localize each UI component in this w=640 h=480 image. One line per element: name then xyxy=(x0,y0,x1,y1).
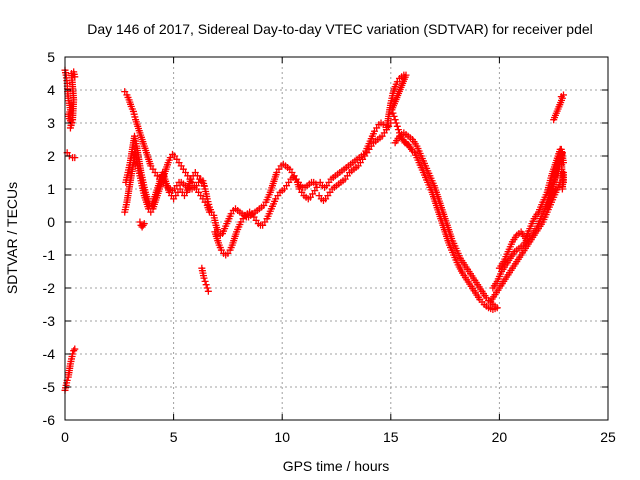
axis-ticks: 0 5 10 15 20 25 -6 -5 -4 -3 -2 -1 0 1 2 3 4 5 xyxy=(43,49,616,445)
data-point xyxy=(313,183,321,191)
data-point xyxy=(139,221,147,229)
y-tick-label: -4 xyxy=(43,346,56,362)
data-point xyxy=(394,126,402,134)
data-point xyxy=(71,345,79,353)
x-tick-label: 10 xyxy=(274,429,290,445)
data-point xyxy=(204,287,212,295)
y-tick-label: 2 xyxy=(47,148,55,164)
y-axis-label: SDTVAR / TECUs xyxy=(4,182,20,294)
data-point xyxy=(136,218,144,226)
data-point xyxy=(391,116,399,124)
y-tick-label: -5 xyxy=(43,379,56,395)
data-point xyxy=(200,182,208,190)
data-point xyxy=(312,180,320,188)
grid-lines xyxy=(65,57,608,420)
data-point xyxy=(70,347,78,355)
y-tick-label: 1 xyxy=(47,181,55,197)
data-point xyxy=(201,277,209,285)
y-tick-label: -2 xyxy=(43,280,56,296)
data-point xyxy=(392,119,400,127)
data-point xyxy=(200,274,208,282)
y-tick-label: -3 xyxy=(43,313,56,329)
data-point xyxy=(559,91,567,99)
data-point xyxy=(388,106,396,114)
data-point xyxy=(493,304,501,312)
data-point xyxy=(71,73,79,81)
data-point xyxy=(393,122,401,130)
y-tick-label: 4 xyxy=(47,82,55,98)
data-point xyxy=(140,220,148,228)
x-tick-label: 15 xyxy=(383,429,399,445)
x-tick-label: 0 xyxy=(61,429,69,445)
x-axis-label: GPS time / hours xyxy=(283,458,390,474)
y-tick-label: 5 xyxy=(47,49,55,65)
data-point xyxy=(559,159,567,167)
data-point xyxy=(390,112,398,120)
y-tick-label: -1 xyxy=(43,247,56,263)
data-point xyxy=(71,154,79,162)
data-point xyxy=(550,116,558,124)
data-point xyxy=(205,208,213,216)
x-tick-label: 25 xyxy=(600,429,616,445)
y-tick-label: -6 xyxy=(43,412,56,428)
y-tick-label: 3 xyxy=(47,115,55,131)
data-point xyxy=(203,284,211,292)
y-tick-label: 0 xyxy=(47,214,55,230)
data-point xyxy=(407,145,415,153)
data-points xyxy=(61,66,567,394)
data-point xyxy=(389,109,397,117)
plot-frame xyxy=(64,56,609,421)
x-tick-label: 5 xyxy=(170,429,178,445)
data-point xyxy=(202,281,210,289)
data-point xyxy=(543,205,551,213)
chart-title: Day 146 of 2017, Sidereal Day-to-day VTE… xyxy=(87,21,593,37)
x-tick-label: 20 xyxy=(492,429,508,445)
